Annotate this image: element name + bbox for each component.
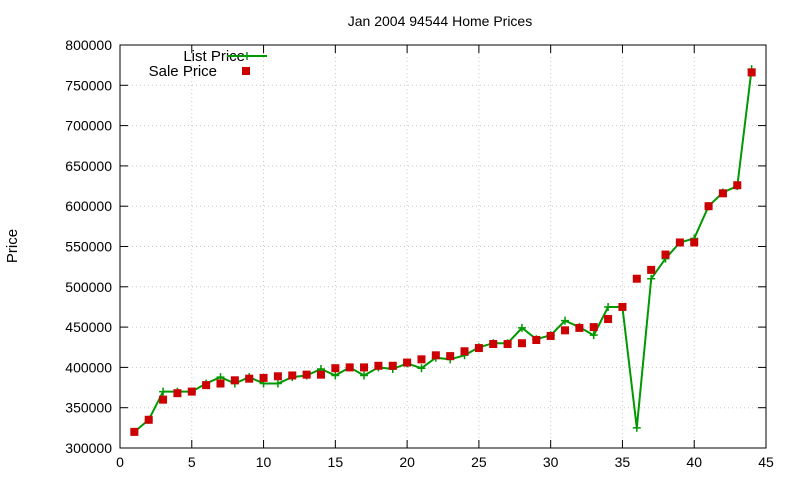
- list-price-point: [331, 371, 340, 380]
- x-tick-label: 15: [328, 454, 344, 470]
- y-tick-label: 600000: [65, 198, 112, 214]
- sale-price-point: [575, 323, 584, 332]
- sale-price-point: [417, 355, 426, 364]
- series-line-list-price: [133, 69, 753, 433]
- sale-price-point: [733, 181, 742, 190]
- sale-price-point: [187, 387, 196, 396]
- sale-price-point: [374, 361, 383, 370]
- list-price-point: [273, 379, 282, 388]
- legend: List Price Sale Price: [149, 48, 267, 80]
- legend-label-sale-price: Sale Price: [149, 63, 217, 80]
- y-tick-label: 800000: [65, 37, 112, 53]
- sale-price-point: [259, 373, 268, 382]
- y-tick-label: 300000: [65, 440, 112, 456]
- sale-price-point: [704, 202, 713, 211]
- chart-title: Jan 2004 94544 Home Prices: [348, 13, 532, 29]
- sale-price-point: [273, 372, 282, 381]
- y-tick-label: 400000: [65, 359, 112, 375]
- sale-price-point: [431, 351, 440, 360]
- sale-price-point: [159, 395, 168, 404]
- x-tick-label: 5: [188, 454, 196, 470]
- sale-price-point: [302, 370, 311, 379]
- list-price-point: [647, 274, 656, 283]
- y-tick-label: 550000: [65, 239, 112, 255]
- list-price-point: [417, 364, 426, 373]
- x-tick-label: 30: [543, 454, 559, 470]
- sale-price-point: [618, 302, 627, 311]
- sale-price-point: [388, 361, 397, 370]
- sale-price-point: [604, 315, 613, 324]
- sale-price-point: [747, 68, 756, 77]
- sale-price-point: [130, 427, 139, 436]
- sale-price-point: [661, 250, 670, 259]
- sale-price-point: [331, 364, 340, 373]
- sale-price-point: [360, 363, 369, 372]
- legend-marker-list-price: [243, 52, 251, 60]
- sale-price-point: [460, 347, 469, 356]
- x-tick-label: 25: [471, 454, 487, 470]
- sale-price-point: [345, 363, 354, 372]
- sale-price-point: [474, 344, 483, 353]
- list-price-point: [517, 323, 526, 332]
- y-tick-label: 650000: [65, 158, 112, 174]
- sale-price-point: [517, 339, 526, 348]
- axis-ticks: 300000 350000 400000 450000 500000 550000 6000…: [65, 37, 774, 470]
- y-axis-label: Price: [4, 229, 21, 263]
- x-tick-label: 40: [686, 454, 702, 470]
- x-tick-label: 35: [615, 454, 631, 470]
- sale-price-point: [216, 379, 225, 388]
- series-layer: [130, 65, 756, 436]
- list-price-point: [360, 371, 369, 380]
- y-tick-label: 750000: [65, 77, 112, 93]
- sale-price-point: [173, 389, 182, 398]
- sale-price-point: [489, 340, 498, 349]
- sale-price-point: [675, 238, 684, 247]
- y-tick-label: 500000: [65, 279, 112, 295]
- sale-price-point: [718, 189, 727, 198]
- sale-price-point: [202, 381, 211, 390]
- sale-price-point: [245, 374, 254, 383]
- sale-price-point: [647, 265, 656, 274]
- sale-price-point: [144, 415, 153, 424]
- sale-price-point: [316, 370, 325, 379]
- x-tick-label: 10: [256, 454, 272, 470]
- sale-price-point: [561, 326, 570, 335]
- x-tick-label: 0: [116, 454, 124, 470]
- sale-price-point: [403, 358, 412, 367]
- sale-price-point: [546, 331, 555, 340]
- y-tick-label: 450000: [65, 319, 112, 335]
- sale-price-point: [446, 352, 455, 361]
- grid: [120, 45, 766, 448]
- list-price-point: [159, 387, 168, 396]
- sale-price-point: [503, 340, 512, 349]
- sale-price-point: [632, 274, 641, 283]
- x-tick-label: 20: [399, 454, 415, 470]
- sale-price-point: [532, 335, 541, 344]
- sale-price-point: [230, 376, 239, 385]
- y-tick-label: 350000: [65, 400, 112, 416]
- list-price-point: [632, 423, 641, 432]
- legend-marker-sale-price: [242, 67, 250, 75]
- sale-price-point: [690, 238, 699, 247]
- sale-price-point: [589, 323, 598, 332]
- list-price-point: [561, 316, 570, 325]
- x-tick-label: 45: [758, 454, 774, 470]
- y-tick-label: 700000: [65, 118, 112, 134]
- legend-label-list-price: List Price: [183, 48, 245, 65]
- list-price-point: [589, 331, 598, 340]
- sale-price-point: [288, 371, 297, 380]
- list-price-point: [604, 302, 613, 311]
